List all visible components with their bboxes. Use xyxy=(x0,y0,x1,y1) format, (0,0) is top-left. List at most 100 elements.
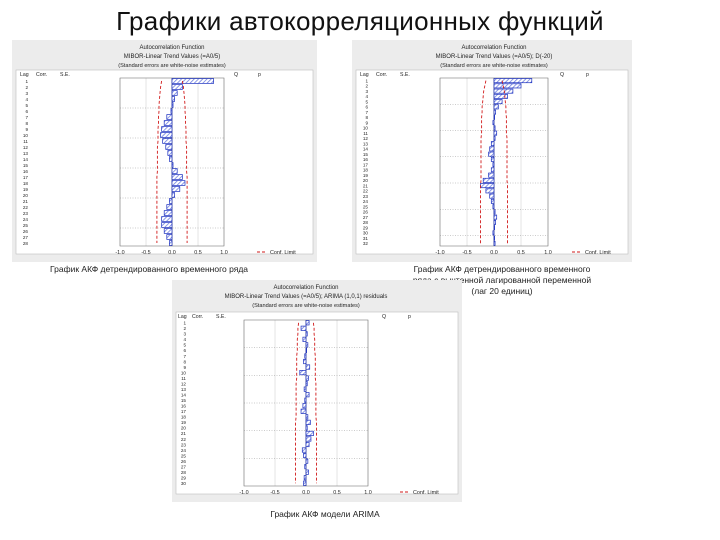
lag-label: 11 xyxy=(23,139,28,144)
lag-label: 20 xyxy=(23,193,29,198)
acf-bar xyxy=(171,168,178,174)
acf-bar xyxy=(169,240,173,246)
acf-bar xyxy=(305,320,310,326)
chart-note: (Standard errors are white-noise estimat… xyxy=(118,63,226,69)
lag-label: 13 xyxy=(181,387,187,392)
acf-bar xyxy=(302,403,307,409)
acf-bar xyxy=(305,375,309,381)
lag-label: 9 xyxy=(25,127,28,132)
column-header: p xyxy=(408,314,411,320)
acf-bar xyxy=(493,78,533,84)
lag-label: 7 xyxy=(183,354,186,359)
lag-label: 4 xyxy=(183,337,186,342)
lag-label: 17 xyxy=(23,175,29,180)
lag-label: 8 xyxy=(183,359,186,364)
lag-label: 28 xyxy=(181,470,187,475)
legend-label: Conf. Limit xyxy=(413,490,439,496)
lag-label: 26 xyxy=(181,459,187,464)
lag-label: 18 xyxy=(23,181,29,186)
acf-bar xyxy=(304,397,307,403)
lag-label: 12 xyxy=(363,136,369,141)
acf-bar xyxy=(492,162,495,168)
chart-title: Autocorrelation Function xyxy=(139,45,204,51)
column-header: S.E. xyxy=(216,314,226,320)
lag-label: 18 xyxy=(181,415,187,420)
acf-bar xyxy=(303,475,307,481)
lag-label: 27 xyxy=(23,235,29,240)
lag-label: 22 xyxy=(363,189,369,194)
x-tick-label: -1.0 xyxy=(115,250,124,256)
lag-label: 1 xyxy=(183,321,186,326)
acf-chart-lagged-svg: Autocorrelation Function MIBOR-Linear Tre… xyxy=(355,45,629,256)
acf-bar xyxy=(490,141,495,147)
acf-bar xyxy=(171,102,174,108)
lag-label: 8 xyxy=(25,121,28,126)
lag-label: 21 xyxy=(181,431,187,436)
acf-bar xyxy=(161,216,173,222)
acf-bar xyxy=(162,138,173,144)
acf-bar xyxy=(171,84,183,90)
acf-chart-arima: Autocorrelation Function MIBOR-Linear Tre… xyxy=(172,280,462,502)
lag-label: 26 xyxy=(23,229,29,234)
acf-chart-lagged: Autocorrelation Function MIBOR-Linear Tre… xyxy=(352,40,632,262)
acf-bar xyxy=(169,156,173,162)
acf-bar xyxy=(165,144,173,150)
x-tick-label: 0.0 xyxy=(302,490,310,496)
acf-bar xyxy=(493,225,495,231)
acf-bar xyxy=(170,108,173,114)
acf-bar xyxy=(492,204,495,210)
acf-bar xyxy=(305,425,308,431)
acf-bar xyxy=(488,151,495,157)
conf-limit-line xyxy=(480,80,487,244)
lag-label: 2 xyxy=(25,85,28,90)
lag-label: 3 xyxy=(25,91,28,96)
column-header: Q xyxy=(560,72,564,78)
lag-label: 22 xyxy=(23,205,29,210)
acf-bar xyxy=(171,96,175,102)
acf-bar xyxy=(492,120,495,126)
lag-label: 4 xyxy=(25,97,28,102)
acf-bar xyxy=(166,204,173,210)
acf-bar xyxy=(488,172,495,178)
lag-label: 12 xyxy=(181,381,187,386)
conf-limit-line xyxy=(156,80,163,243)
lag-label: 11 xyxy=(363,131,368,136)
x-tick-label: 0.5 xyxy=(333,490,341,496)
acf-bar xyxy=(492,230,495,236)
lag-label: 8 xyxy=(365,115,368,120)
acf-chart-detrended-svg: Autocorrelation Function MIBOR-Linear Tre… xyxy=(15,45,314,256)
lag-label: 22 xyxy=(181,437,187,442)
lag-label: 6 xyxy=(183,348,186,353)
acf-bar xyxy=(171,186,181,192)
acf-bar xyxy=(489,193,495,199)
lag-label: 2 xyxy=(365,84,368,89)
acf-bar xyxy=(493,99,503,105)
acf-bar xyxy=(301,447,307,453)
chart-subtitle: MIBOR-Linear Trend Values (=A0/5) xyxy=(124,54,220,60)
acf-bar xyxy=(305,381,308,387)
lag-label: 14 xyxy=(23,157,29,162)
lag-label: 28 xyxy=(363,220,369,225)
lag-label: 23 xyxy=(23,211,29,216)
acf-bar xyxy=(305,342,309,348)
lag-label: 27 xyxy=(181,464,187,469)
lag-label: 13 xyxy=(363,141,369,146)
x-tick-label: 0.5 xyxy=(517,250,525,256)
lag-label: 28 xyxy=(23,241,29,246)
lag-label: 12 xyxy=(23,145,29,150)
lag-label: 23 xyxy=(181,442,187,447)
x-tick-label: -0.5 xyxy=(270,490,279,496)
column-header: Lag xyxy=(360,72,369,78)
column-header: S.E. xyxy=(60,72,70,78)
acf-bar xyxy=(493,135,496,141)
chart-title: Autocorrelation Function xyxy=(273,285,338,291)
lag-label: 20 xyxy=(363,178,369,183)
lag-label: 27 xyxy=(363,215,369,220)
lag-label: 29 xyxy=(181,476,187,481)
acf-bar xyxy=(493,125,496,131)
x-tick-label: -1.0 xyxy=(239,490,248,496)
acf-bar xyxy=(303,358,307,365)
acf-bar xyxy=(304,464,307,470)
plot-frame xyxy=(355,69,629,255)
acf-bar xyxy=(490,198,495,204)
